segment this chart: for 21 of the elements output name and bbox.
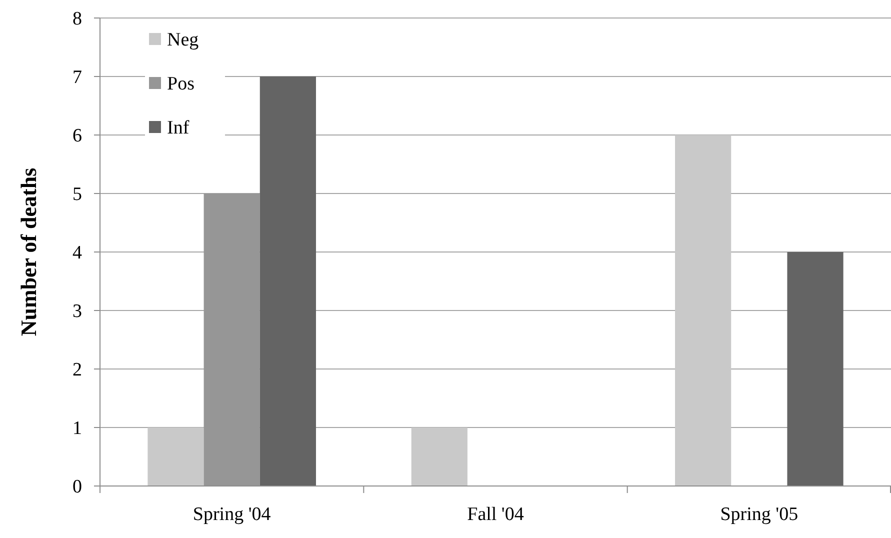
- y-tick-label: 4: [72, 242, 82, 264]
- y-tick-label: 0: [72, 476, 82, 498]
- bar: [260, 76, 316, 486]
- x-tick-label: Fall '04: [467, 504, 524, 525]
- y-tick-label: 1: [72, 418, 82, 440]
- y-tick-label: 7: [72, 67, 82, 88]
- bar: [787, 252, 844, 486]
- y-tick-label: 3: [72, 301, 82, 322]
- y-tick-label: 5: [72, 184, 82, 206]
- legend-label: Neg: [167, 30, 200, 51]
- y-axis-title: Number of deaths: [16, 167, 41, 336]
- y-tick-label: 2: [72, 360, 82, 381]
- y-tick-label: 6: [72, 126, 82, 147]
- bar: [148, 428, 204, 486]
- y-tick-label: 8: [72, 8, 82, 30]
- x-tick-label: Spring '04: [192, 504, 272, 525]
- bar: [411, 428, 468, 486]
- legend-label: Inf: [167, 118, 190, 139]
- bar: [675, 135, 732, 486]
- legend-label: Pos: [167, 74, 194, 95]
- x-tick-label: Spring '05: [720, 504, 798, 525]
